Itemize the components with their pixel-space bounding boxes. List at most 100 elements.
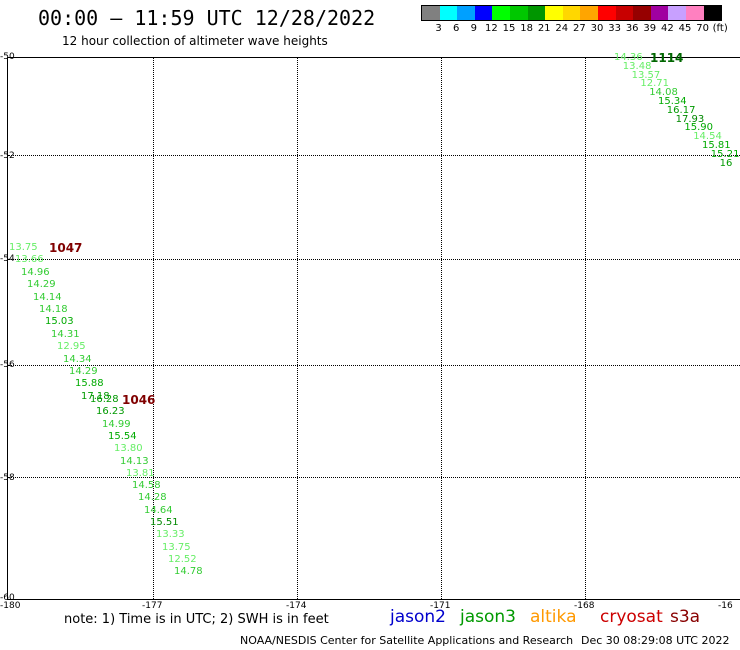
satellite-name: cryosat [600,607,663,627]
latitude-label: -50 [0,52,15,62]
latitude-label: -54 [0,254,15,264]
legend-swatch [474,6,493,20]
legend-swatch [703,6,722,20]
wave-height-value: 13.75 [162,541,191,553]
wave-height-value: 12.71 [640,78,670,90]
footer-note: note: 1) Time is in UTC; 2) SWH is in fe… [64,612,329,627]
latitude-label: -60 [0,593,15,603]
meridian-line [297,58,298,599]
legend-label: 27 [573,23,586,34]
legend-swatch [650,6,669,20]
legend-swatch [492,6,510,20]
longitude-label: -171 [430,601,451,611]
legend-swatch [457,6,475,20]
legend-swatch [509,6,528,20]
wave-height-value: 14.96 [21,266,50,278]
legend-label: 70 [696,23,709,34]
wave-height-value: 15.51 [150,517,179,528]
satellite-name: altika [530,607,577,627]
legend-label: 21 [537,23,551,34]
wave-height-value: 13.75 [9,242,38,253]
wave-height-value: 15.90 [684,122,714,134]
wave-height-value: 16 [719,157,733,169]
legend-swatch [580,6,598,20]
legend-label: 36 [625,23,639,34]
meridian-line [153,58,154,599]
wave-height-value: 14.29 [27,279,56,291]
wave-height-value: 14.99 [102,418,131,430]
wave-height-value: 14.14 [33,291,62,303]
color-legend: 3 6 9 12 15 18 21 24 27 30 33 36 39 42 45 70 (ft) [421,5,728,35]
wave-height-value: 14.31 [51,328,80,340]
legend-swatch [668,6,686,20]
longitude-label: -168 [574,601,595,611]
legend-swatch [439,6,458,20]
wave-height-value: 15.88 [75,378,104,390]
legend-label: 42 [661,23,674,34]
wave-height-value: 13.48 [622,60,652,72]
map-subtitle: 12 hour collection of altimeter wave hei… [62,34,328,48]
wave-height-value: 17.18 [81,390,110,402]
wave-height-value: 14.58 [132,480,161,492]
wave-height-value: 15.81 [702,140,731,151]
legend-swatch [545,6,563,20]
meridian-line [441,58,442,599]
parallel-line [8,477,740,478]
wave-height-value: 14.36 [614,52,643,63]
longitude-label: -174 [286,601,307,611]
legend-swatches [421,5,723,21]
longitude-label: -16 [718,601,733,611]
generated-timestamp: Dec 30 08:29:08 UTC 2022 [581,634,730,647]
legend-label: 24 [555,23,569,34]
wave-height-value: 14.13 [120,455,149,467]
credit-text: NOAA/NESDIS Center for Satellite Applica… [240,634,574,647]
wave-height-value: 15.03 [45,316,74,328]
wave-height-value: 13.33 [156,529,185,541]
legend-label: 33 [608,23,621,34]
satellite-name: s3a [670,607,701,627]
legend-label: 9 [470,23,477,34]
satellite-name: jason3 [460,607,516,627]
wave-height-value: 12.52 [168,553,197,565]
wave-height-value: 15.34 [658,96,687,107]
legend-label: 3 [435,23,442,34]
legend-swatch [615,6,634,20]
wave-height-value: 13.80 [114,443,143,455]
legend-swatch [527,6,546,20]
legend-swatch [685,6,704,20]
wave-height-value: 14.18 [39,304,68,315]
latitude-label: -52 [0,151,15,161]
wave-height-value: 14.64 [144,504,173,516]
wave-height-value: 14.78 [174,566,203,578]
map-title: 00:00 – 11:59 UTC 12/28/2022 [38,6,376,30]
wave-height-value: 13.81 [126,467,155,479]
parallel-line [8,259,740,260]
parallel-line [8,365,740,366]
legend-labels: 3 6 9 12 15 18 21 24 27 30 33 36 39 42 45 70 (ft) [421,21,727,35]
wave-height-value: 15.21 [710,148,740,160]
wave-height-value: 14.29 [69,366,98,377]
longitude-label: -180 [0,601,21,611]
pass-time-label: 1047 [49,241,83,255]
legend-label: 30 [590,23,604,34]
legend-swatch [633,6,651,20]
legend-label: 18 [520,23,533,34]
parallel-line [8,155,740,156]
legend-label: 15 [502,23,516,34]
legend-label: 45 [678,23,692,34]
satellite-name: jason2 [390,607,446,627]
wave-height-value: 16.28 [90,394,119,405]
legend-label: 39 [643,23,657,34]
meridian-line [585,58,586,599]
legend-swatch [422,6,440,20]
map-frame [7,57,740,600]
wave-height-value: 13.66 [15,254,44,266]
wave-height-value: 12.95 [57,341,86,353]
wave-height-value: 16.23 [96,406,125,418]
wave-height-value: 17.93 [675,113,705,125]
legend-label: 12 [485,23,498,34]
wave-height-value: 16.17 [666,104,696,116]
wave-height-value: 14.34 [63,353,92,365]
pass-time-label: 1114 [650,51,684,65]
longitude-label: -177 [142,601,163,611]
